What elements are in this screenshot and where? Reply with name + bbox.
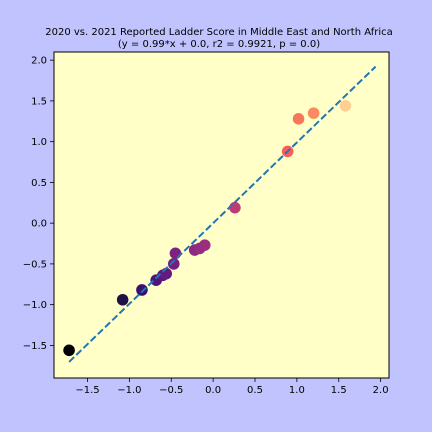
data-points: [63, 99, 352, 357]
chart-title: 2020 vs. 2021 Reported Ladder Score in M…: [45, 27, 393, 38]
y-tick-label: −0.5: [23, 259, 47, 270]
data-point: [292, 113, 305, 125]
data-point: [167, 258, 180, 270]
y-tick-label: −1.5: [23, 341, 47, 352]
x-tick-label: −0.5: [159, 385, 183, 396]
trend-line: [68, 65, 377, 363]
data-point: [63, 344, 75, 357]
data-point: [307, 107, 320, 119]
y-tick-label: 0.0: [31, 219, 47, 230]
x-tick-label: −1.0: [117, 385, 141, 396]
x-tick-label: 0.0: [205, 385, 221, 396]
data-point: [136, 284, 148, 296]
data-point: [169, 247, 182, 260]
plot-frame: [53, 51, 390, 379]
data-point: [198, 239, 211, 251]
x-axis: −1.5 −1.0 −0.5 0.0 0.5 1.0 1.5 2.0: [75, 378, 389, 396]
data-point: [116, 293, 129, 306]
y-tick-label: −1.0: [23, 300, 47, 311]
data-point: [229, 201, 241, 214]
y-tick-label: 0.5: [31, 178, 47, 189]
y-axis: −1.5 −1.0 −0.5 0.0 0.5 1.0 1.5 2.0: [23, 56, 54, 352]
x-tick-label: 0.5: [247, 385, 263, 396]
x-tick-label: 1.0: [289, 385, 305, 396]
data-point: [339, 99, 352, 112]
y-tick-label: 1.5: [31, 96, 47, 107]
y-tick-label: 2.0: [31, 56, 47, 67]
y-tick-label: 1.0: [31, 137, 47, 148]
x-tick-label: 1.5: [331, 385, 347, 396]
x-tick-label: 2.0: [373, 385, 389, 396]
x-tick-label: −1.5: [75, 385, 99, 396]
chart-subtitle: (y = 0.99*x + 0.0, r2 = 0.9921, p = 0.0): [118, 39, 320, 50]
